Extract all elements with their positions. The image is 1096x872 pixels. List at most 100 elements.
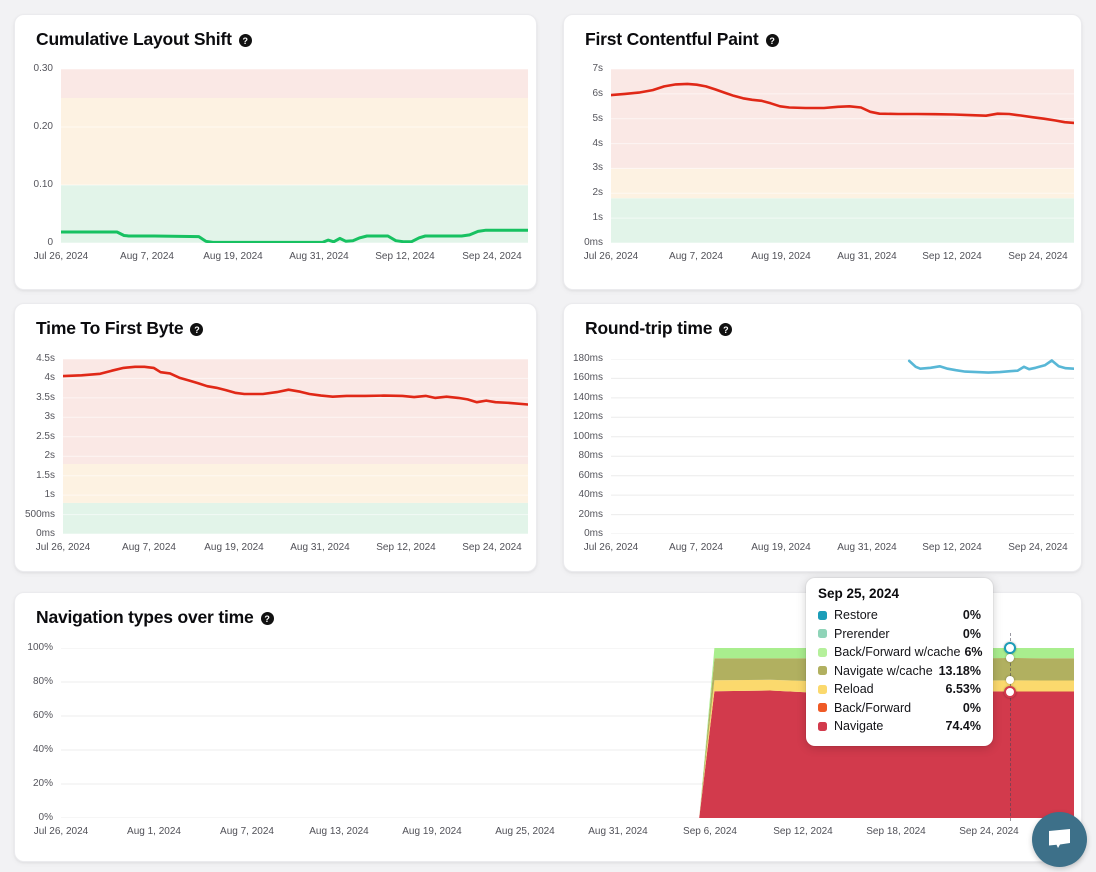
- y-axis-tick-label: 140ms: [564, 392, 603, 404]
- tooltip-row: Back/Forward 0%: [818, 699, 981, 718]
- x-axis-tick-label: Sep 24, 2024: [993, 251, 1083, 263]
- x-axis-tick-label: Aug 19, 2024: [188, 251, 278, 263]
- y-axis-tick-label: 0: [15, 237, 53, 249]
- x-axis-tick-label: Aug 19, 2024: [387, 826, 477, 838]
- x-axis-tick-label: Aug 7, 2024: [102, 251, 192, 263]
- tooltip-row: Navigate w/cache 13.18%: [818, 662, 981, 681]
- x-axis-tick-label: Aug 25, 2024: [480, 826, 570, 838]
- help-icon[interactable]: ?: [766, 34, 779, 47]
- tooltip-row: Back/Forward w/cache 6%: [818, 643, 981, 662]
- y-axis-tick-label: 0.10: [15, 179, 53, 191]
- tooltip-series-value: 13.18%: [939, 664, 981, 678]
- y-axis-tick-label: 120ms: [564, 411, 603, 423]
- ttfb-chart-plot[interactable]: [63, 359, 528, 534]
- rtt-chart-plot[interactable]: [611, 359, 1074, 534]
- rtt-chart-card: Round-trip time? 0ms20ms40ms60ms80ms100m…: [563, 303, 1082, 572]
- x-axis-tick-label: Aug 13, 2024: [294, 826, 384, 838]
- tooltip-series-label: Back/Forward w/cache: [834, 645, 960, 659]
- y-axis-tick-label: 20%: [15, 778, 53, 790]
- x-axis-tick-label: Sep 24, 2024: [993, 542, 1083, 554]
- y-axis-tick-label: 1s: [564, 212, 603, 224]
- data-point-marker: [1006, 654, 1014, 662]
- y-axis-tick-label: 80ms: [564, 450, 603, 462]
- x-axis-tick-label: Aug 31, 2024: [275, 542, 365, 554]
- x-axis-tick-label: Aug 19, 2024: [736, 251, 826, 263]
- x-axis-tick-label: Sep 24, 2024: [447, 542, 537, 554]
- chart-title-navigation-types: Navigation types over time?: [36, 607, 274, 628]
- chart-tooltip: Sep 25, 2024 Restore0%Prerender0%Back/Fo…: [806, 578, 993, 746]
- tooltip-series-value: 74.4%: [946, 719, 981, 733]
- data-point-marker: [1006, 676, 1014, 684]
- chart-title-cls: Cumulative Layout Shift?: [36, 29, 252, 50]
- y-axis-tick-label: 3s: [564, 162, 603, 174]
- x-axis-tick-label: Aug 1, 2024: [109, 826, 199, 838]
- y-axis-tick-label: 2s: [15, 450, 55, 462]
- fcp-chart-plot[interactable]: [611, 69, 1074, 243]
- tooltip-row: Prerender0%: [818, 625, 981, 644]
- tooltip-series-label: Restore: [834, 608, 959, 622]
- ttfb-chart-card: Time To First Byte? 0ms500ms1s1.5s2s2.5s…: [14, 303, 537, 572]
- series-color-chip: [818, 722, 827, 731]
- y-axis-tick-label: 5s: [564, 113, 603, 125]
- y-axis-tick-label: 0ms: [564, 528, 603, 540]
- y-axis-tick-label: 0.20: [15, 121, 53, 133]
- x-axis-tick-label: Sep 6, 2024: [665, 826, 755, 838]
- fcp-chart-card: First Contentful Paint? 0ms1s2s3s4s5s6s7…: [563, 14, 1082, 290]
- help-icon[interactable]: ?: [190, 323, 203, 336]
- x-axis-tick-label: Sep 12, 2024: [361, 542, 451, 554]
- chart-title-rtt: Round-trip time?: [585, 318, 732, 339]
- y-axis-tick-label: 80%: [15, 676, 53, 688]
- tooltip-series-value: 6.53%: [946, 682, 981, 696]
- series-color-chip: [818, 611, 827, 620]
- help-icon[interactable]: ?: [719, 323, 732, 336]
- tooltip-row: Reload 6.53%: [818, 680, 981, 699]
- tooltip-series-value: 0%: [963, 608, 981, 622]
- y-axis-tick-label: 2s: [564, 187, 603, 199]
- y-axis-tick-label: 7s: [564, 63, 603, 75]
- y-axis-tick-label: 3s: [15, 411, 55, 423]
- tooltip-series-label: Navigate: [834, 719, 942, 733]
- chat-bubble-icon: [1046, 827, 1073, 852]
- x-axis-tick-label: Jul 26, 2024: [16, 826, 106, 838]
- tooltip-row: Restore 0%: [818, 606, 981, 625]
- y-axis-tick-label: 20ms: [564, 509, 603, 521]
- chat-widget-button[interactable]: [1032, 812, 1087, 867]
- tooltip-row: Navigate 74.4%: [818, 717, 981, 736]
- y-axis-tick-label: 180ms: [564, 353, 603, 365]
- y-axis-tick-label: 3.5s: [15, 392, 55, 404]
- tooltip-series-label: Navigate w/cache: [834, 664, 935, 678]
- tooltip-series-label: Back/Forward: [834, 701, 959, 715]
- y-axis-tick-label: 60ms: [564, 470, 603, 482]
- y-axis-tick-label: 40%: [15, 744, 53, 756]
- x-axis-tick-label: Jul 26, 2024: [16, 251, 106, 263]
- x-axis-tick-label: Jul 26, 2024: [566, 251, 656, 263]
- help-icon[interactable]: ?: [239, 34, 252, 47]
- x-axis-tick-label: Sep 18, 2024: [851, 826, 941, 838]
- tooltip-series-label: Reload: [834, 682, 942, 696]
- data-point-marker: [1004, 642, 1016, 654]
- cls-chart-plot[interactable]: [61, 69, 528, 243]
- tooltip-series-value: 6%: [964, 645, 982, 659]
- y-axis-tick-label: 4s: [15, 372, 55, 384]
- tooltip-series-value: 0%: [963, 701, 981, 715]
- y-axis-tick-label: 2.5s: [15, 431, 55, 443]
- help-icon[interactable]: ?: [261, 612, 274, 625]
- chart-title-fcp: First Contentful Paint?: [585, 29, 779, 50]
- y-axis-tick-label: 160ms: [564, 372, 603, 384]
- y-axis-tick-label: 4s: [564, 138, 603, 150]
- y-axis-tick-label: 0%: [15, 812, 53, 824]
- y-axis-tick-label: 0.30: [15, 63, 53, 75]
- series-color-chip: [818, 629, 827, 638]
- x-axis-tick-label: Sep 12, 2024: [907, 251, 997, 263]
- series-color-chip: [818, 703, 827, 712]
- series-color-chip: [818, 666, 827, 675]
- y-axis-tick-label: 4.5s: [15, 353, 55, 365]
- x-axis-tick-label: Sep 12, 2024: [360, 251, 450, 263]
- cls-chart-card: Cumulative Layout Shift? 0 0.10 0.20 0.30 Ju…: [14, 14, 537, 290]
- y-axis-tick-label: 500ms: [15, 509, 55, 521]
- data-point-marker: [1004, 686, 1016, 698]
- y-axis-tick-label: 1.5s: [15, 470, 55, 482]
- x-axis-tick-label: Jul 26, 2024: [566, 542, 656, 554]
- x-axis-tick-label: Sep 12, 2024: [907, 542, 997, 554]
- y-axis-tick-label: 0ms: [564, 237, 603, 249]
